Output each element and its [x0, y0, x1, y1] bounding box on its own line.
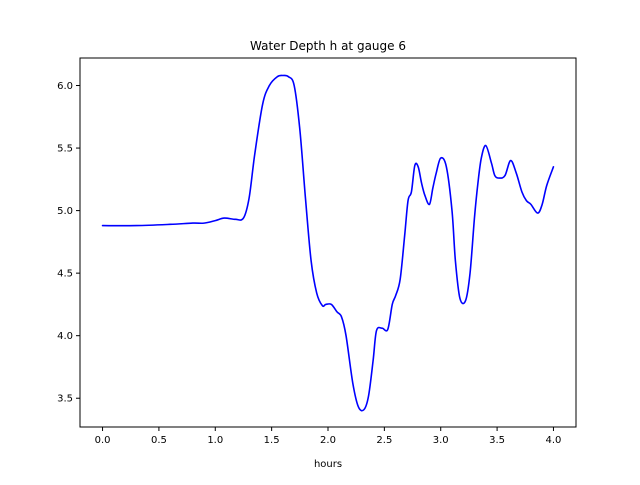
x-tick-label: 2.5 — [376, 435, 392, 446]
plot-frame — [79, 57, 577, 428]
y-axis-ticks: 3.5 4.0 4.5 5.0 5.5 6.0 — [57, 81, 80, 405]
x-tick-label: 4.0 — [546, 435, 562, 446]
x-tick-label: 0.0 — [95, 435, 111, 446]
series-layer — [101, 74, 555, 412]
plot-area — [80, 58, 576, 427]
y-tick-label: 5.0 — [57, 206, 73, 217]
x-tick-label: 1.0 — [207, 435, 223, 446]
series-line-0 — [101, 74, 555, 412]
y-tick-label: 4.5 — [57, 269, 73, 280]
y-tick-label: 3.5 — [57, 394, 73, 405]
y-tick-label: 6.0 — [57, 81, 73, 92]
x-tick-label: 3.0 — [433, 435, 449, 446]
chart-title: Water Depth h at gauge 6 — [250, 39, 406, 53]
x-tick-label: 0.5 — [151, 435, 167, 446]
y-tick-label: 5.5 — [57, 144, 73, 155]
x-axis-label: hours — [314, 459, 342, 470]
x-tick-label: 3.5 — [489, 435, 505, 446]
x-tick-label: 1.5 — [264, 435, 280, 446]
x-tick-label: 2.0 — [320, 435, 336, 446]
y-tick-label: 4.0 — [57, 331, 73, 342]
x-axis-ticks: 0.0 0.5 1.0 1.5 2.0 2.5 3.0 3.5 4.0 — [95, 427, 562, 446]
